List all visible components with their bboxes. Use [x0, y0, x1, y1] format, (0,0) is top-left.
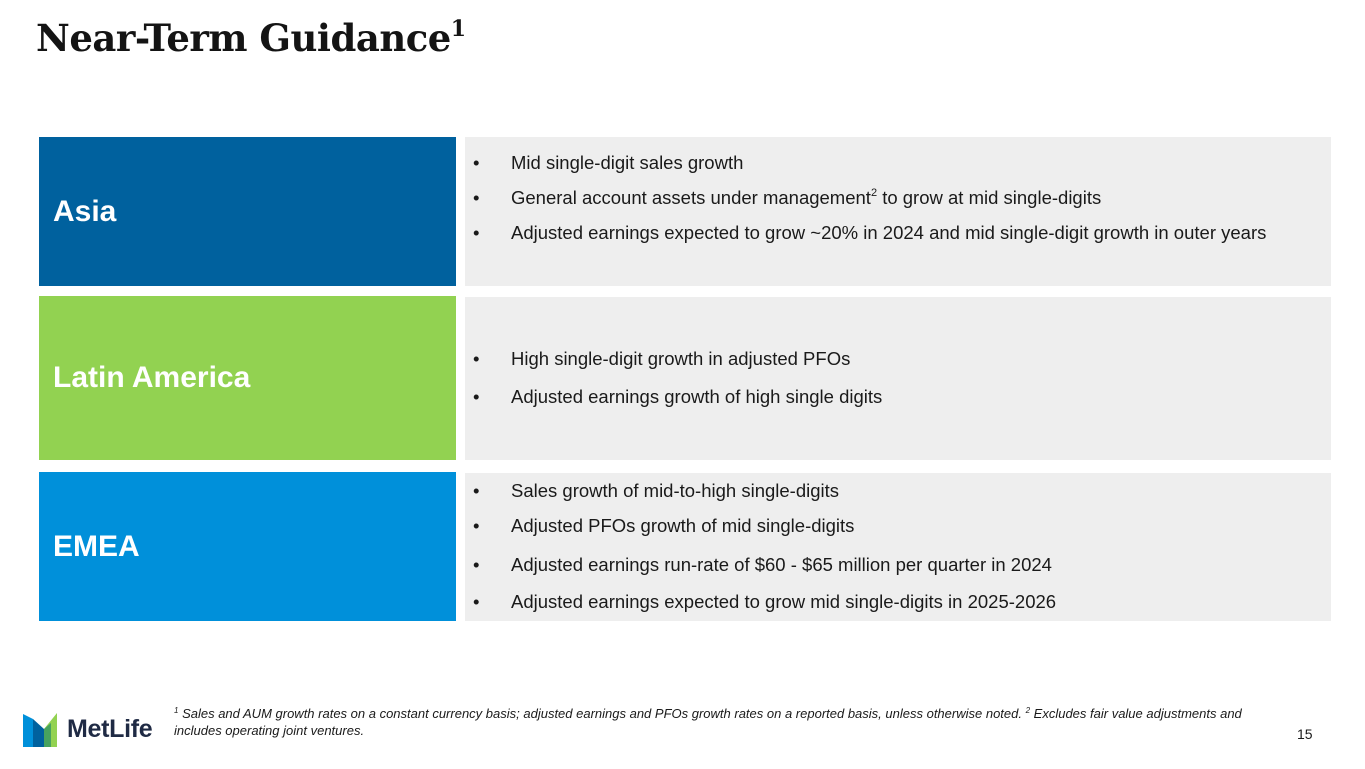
- bullet-list: • Mid single-digit sales growth • General …: [473, 151, 1324, 245]
- bullet-icon: •: [473, 515, 480, 536]
- bullet-icon: •: [473, 187, 480, 208]
- metlife-logo: MetLife: [23, 709, 168, 749]
- bullet-item: • Adjusted PFOs growth of mid single-digi…: [473, 515, 855, 536]
- page-number: 15: [1297, 726, 1313, 742]
- bullet-icon: •: [473, 480, 480, 501]
- bullet-icon: •: [473, 152, 480, 173]
- region-label-latin-america: Latin America: [39, 296, 456, 460]
- guidance-panel-latin-america: • High single-digit growth in adjusted PF…: [465, 297, 1331, 460]
- footnote: 1 Sales and AUM growth rates on a consta…: [174, 706, 1242, 738]
- footnote-ref: 2: [870, 187, 878, 199]
- bullet-list: • High single-digit growth in adjusted PF…: [473, 347, 1324, 409]
- bullet-item: • General account assets under management…: [473, 187, 1102, 208]
- region-label-emea: EMEA: [39, 472, 456, 621]
- bullet-icon: •: [473, 386, 480, 407]
- bullet-item: • Adjusted earnings expected to grow mid …: [473, 591, 1057, 612]
- metlife-logo-icon: [23, 713, 57, 747]
- bullet-item: • Adjusted earnings expected to grow ~20%…: [473, 222, 1267, 243]
- metlife-logo-text: MetLife: [67, 714, 153, 743]
- page-title-text: Near-Term Guidance: [36, 16, 451, 60]
- bullet-icon: •: [473, 222, 480, 243]
- bullet-icon: •: [473, 554, 480, 575]
- guidance-panel-asia: • Mid single-digit sales growth • General …: [465, 137, 1331, 286]
- bullet-icon: •: [473, 591, 480, 612]
- guidance-panel-emea: • Sales growth of mid-to-high single-digi…: [465, 473, 1331, 621]
- bullet-item: • Adjusted earnings run-rate of $60 - $65…: [473, 554, 1052, 575]
- page-title-footnote-ref: 1: [450, 16, 466, 42]
- bullet-icon: •: [473, 348, 480, 369]
- region-label-asia: Asia: [39, 137, 456, 286]
- page-title: Near-Term Guidance1: [36, 16, 466, 60]
- bullet-item: • High single-digit growth in adjusted PF…: [473, 348, 851, 369]
- bullet-item: • Mid single-digit sales growth: [473, 152, 744, 173]
- bullet-item: • Adjusted earnings growth of high single…: [473, 386, 883, 407]
- bullet-item: • Sales growth of mid-to-high single-digi…: [473, 480, 840, 501]
- bullet-list: • Sales growth of mid-to-high single-digi…: [473, 479, 1324, 614]
